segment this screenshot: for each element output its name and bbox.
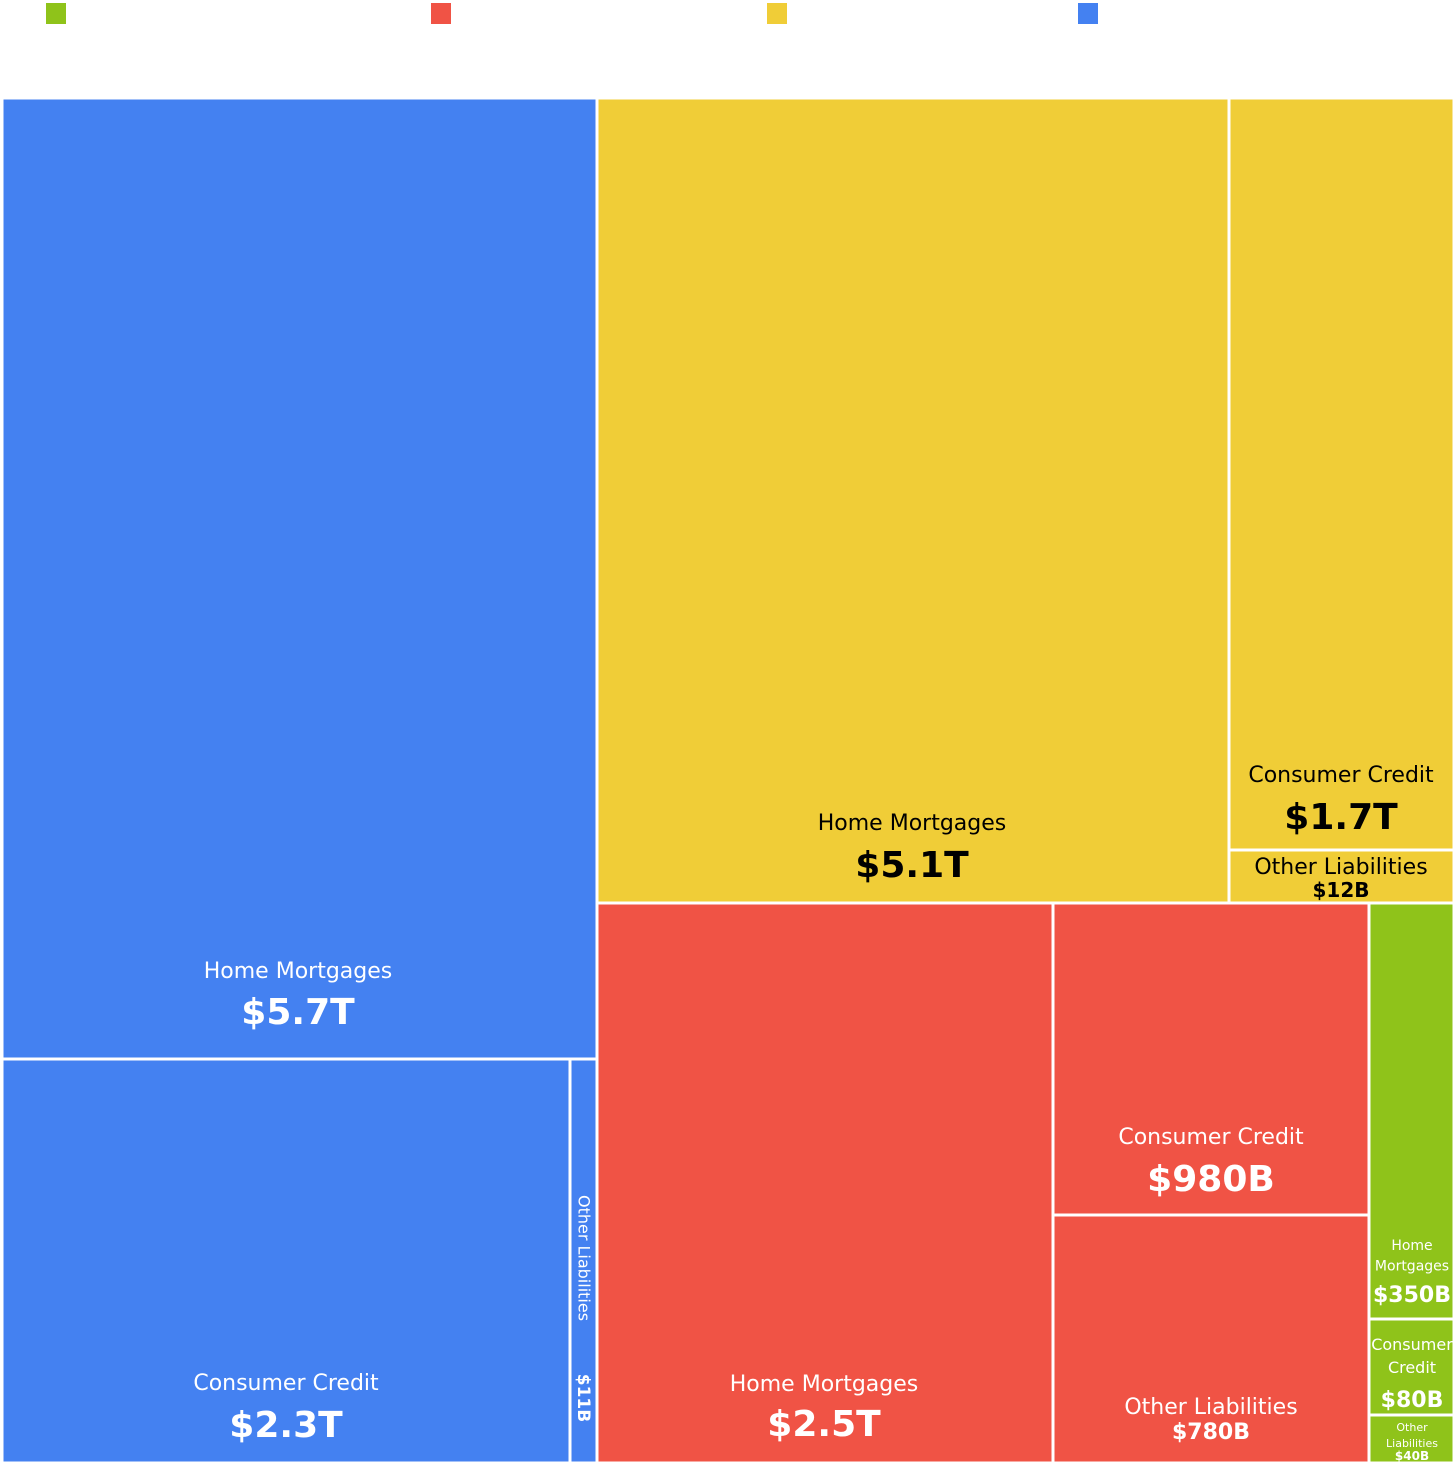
tile-2-other-liabilities	[1051, 1213, 1371, 1465]
tile-value: $2.3T	[229, 1405, 343, 1446]
tile-label: Consumer Credit	[1118, 1125, 1304, 1150]
legend-swatch-yellow	[767, 3, 787, 24]
tile-2-consumer-credit	[1051, 901, 1371, 1217]
tile-value: $11B	[573, 1374, 593, 1422]
tile-1-other-liabilities	[1227, 848, 1456, 905]
tile-value: $12B	[1313, 878, 1370, 902]
tile-label: Credit	[1388, 1358, 1436, 1377]
tile-label: Home Mortgages	[818, 811, 1006, 836]
tile-label: Consumer Credit	[193, 1371, 379, 1396]
tile-label: Liabilities	[1386, 1437, 1438, 1450]
tile-value: $5.7T	[241, 992, 355, 1033]
tile-label: Consumer	[1371, 1335, 1453, 1354]
tile-0-other-liabilities	[568, 1057, 599, 1465]
tile-value: $980B	[1147, 1159, 1275, 1200]
legend-item-blue	[1078, 3, 1104, 24]
tile-label: Home Mortgages	[204, 959, 392, 984]
legend-swatch-blue	[1078, 3, 1098, 24]
tile-2-home-mortgages	[595, 901, 1055, 1465]
tile-value: $80B	[1381, 1388, 1444, 1413]
tile-value: $350B	[1373, 1283, 1451, 1308]
tile-value: $780B	[1172, 1420, 1250, 1445]
tile-3-other-liabilities	[1367, 1413, 1456, 1465]
tile-label: Other Liabilities	[1124, 1395, 1297, 1420]
tile-label: Other Liabilities	[1254, 855, 1427, 880]
chart-legend	[0, 0, 1456, 40]
tile-value: $2.5T	[767, 1404, 881, 1445]
legend-item-yellow	[767, 3, 793, 24]
tile-0-home-mortgages	[0, 96, 599, 1061]
tile-label: Other	[1396, 1421, 1428, 1434]
legend-swatch-green	[46, 3, 66, 24]
tile-value: $1.7T	[1284, 797, 1398, 838]
tile-label: Consumer Credit	[1248, 763, 1434, 788]
tile-value: $5.1T	[855, 845, 969, 886]
tile-1-consumer-credit	[1227, 96, 1456, 852]
legend-item-green	[46, 3, 72, 24]
tile-value: $40B	[1395, 1449, 1429, 1463]
legend-item-red	[431, 3, 457, 24]
tile-0-consumer-credit	[0, 1057, 572, 1465]
tile-label: Other Liabilities	[575, 1195, 594, 1321]
tile-0-other-liabilities-text: Other Liabilities $11B	[573, 1195, 594, 1422]
legend-swatch-red	[431, 3, 451, 24]
tile-3-consumer-credit	[1367, 1317, 1456, 1417]
tile-1-home-mortgages	[595, 96, 1231, 905]
tile-3-home-mortgages	[1367, 901, 1456, 1321]
tile-label: Mortgages	[1375, 1258, 1449, 1274]
tile-label: Home	[1391, 1238, 1432, 1254]
tile-label: Home Mortgages	[730, 1372, 918, 1397]
